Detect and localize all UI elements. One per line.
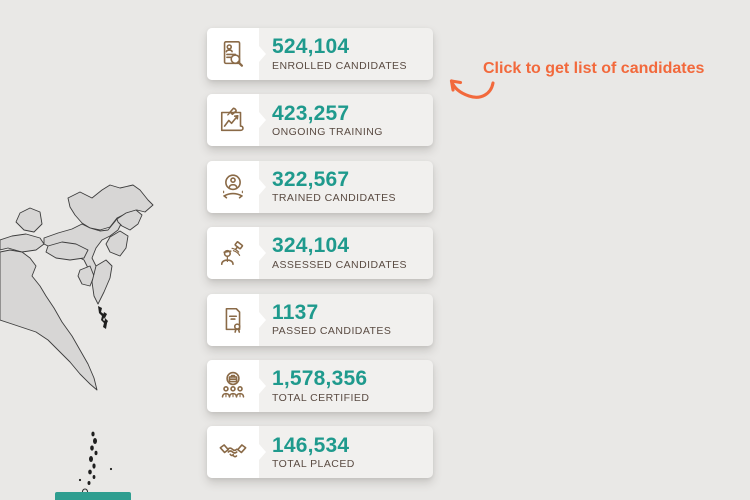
card-text: 1,578,356 TOTAL CERTIFIED bbox=[259, 360, 433, 412]
island bbox=[87, 481, 91, 485]
enrolled-document-search-icon bbox=[223, 41, 244, 67]
stat-label: TOTAL CERTIFIED bbox=[272, 391, 370, 404]
island bbox=[92, 475, 96, 479]
assessed-person-stamp-icon bbox=[220, 241, 244, 266]
stat-card-placed[interactable]: 146,534 TOTAL PLACED bbox=[207, 426, 433, 479]
stat-value: 322,567 bbox=[272, 168, 350, 192]
state-region[interactable] bbox=[0, 249, 98, 391]
stat-value: 423,257 bbox=[272, 101, 350, 125]
state-region[interactable] bbox=[116, 209, 143, 231]
island bbox=[93, 438, 97, 444]
stat-card-ongoing-training[interactable]: 423,257 ONGOING TRAINING bbox=[207, 94, 433, 147]
state-region[interactable] bbox=[15, 207, 43, 233]
stat-label: PASSED CANDIDATES bbox=[272, 325, 392, 338]
card-text: 146,534 TOTAL PLACED bbox=[259, 426, 433, 478]
island bbox=[89, 456, 93, 462]
state-region[interactable] bbox=[105, 230, 129, 257]
icon-box bbox=[207, 227, 259, 280]
island bbox=[92, 463, 96, 469]
curved-arrow-icon bbox=[449, 79, 495, 99]
delta-marks bbox=[98, 306, 107, 329]
stat-label: ASSESSED CANDIDATES bbox=[272, 258, 407, 271]
icon-box bbox=[207, 426, 259, 479]
trained-person-hand-icon bbox=[223, 174, 243, 199]
stat-card-enrolled[interactable]: 524,104 ENROLLED CANDIDATES bbox=[207, 28, 433, 80]
island bbox=[94, 450, 98, 456]
stat-value: 524,104 bbox=[272, 35, 350, 59]
icon-box bbox=[207, 94, 259, 147]
stat-card-certified[interactable]: 1,578,356 TOTAL CERTIFIED bbox=[207, 359, 433, 412]
state-region[interactable] bbox=[0, 233, 45, 253]
training-chart-rocket-icon bbox=[220, 107, 244, 132]
icon-box bbox=[207, 293, 259, 346]
card-text: 322,567 TRAINED CANDIDATES bbox=[259, 161, 433, 213]
annotation-text: Click to get list of candidates bbox=[483, 60, 705, 77]
island bbox=[88, 469, 92, 475]
island bbox=[109, 467, 113, 471]
state-region[interactable] bbox=[67, 184, 154, 231]
island bbox=[78, 478, 82, 482]
stat-label: TRAINED CANDIDATES bbox=[272, 192, 396, 205]
placed-handshake-icon bbox=[219, 444, 247, 458]
stat-label: TOTAL PLACED bbox=[272, 458, 355, 471]
stat-value: 146,534 bbox=[272, 433, 350, 457]
state-region[interactable] bbox=[77, 265, 95, 287]
card-text: 324,104 ASSESSED CANDIDATES bbox=[259, 227, 433, 279]
legend-bar bbox=[55, 492, 131, 500]
card-text: 524,104 ENROLLED CANDIDATES bbox=[259, 28, 433, 80]
delta-marks bbox=[103, 312, 108, 325]
island bbox=[91, 431, 95, 437]
stat-card-trained[interactable]: 322,567 TRAINED CANDIDATES bbox=[207, 160, 433, 213]
icon-box bbox=[207, 160, 259, 213]
icon-box bbox=[207, 359, 259, 412]
stat-value: 324,104 bbox=[272, 234, 350, 258]
state-region[interactable] bbox=[91, 259, 113, 305]
stat-value: 1,578,356 bbox=[272, 367, 368, 391]
island bbox=[90, 445, 94, 451]
card-text: 1137 PASSED CANDIDATES bbox=[259, 294, 433, 346]
stats-panel: 524,104 ENROLLED CANDIDATES 423,257 ONGO… bbox=[207, 28, 433, 479]
stat-label: ENROLLED CANDIDATES bbox=[272, 59, 407, 72]
certified-briefcase-people-icon bbox=[221, 371, 245, 398]
stat-value: 1137 bbox=[272, 300, 319, 324]
card-text: 423,257 ONGOING TRAINING bbox=[259, 94, 433, 146]
passed-certificate-icon bbox=[225, 307, 241, 333]
stat-card-passed[interactable]: 1137 PASSED CANDIDATES bbox=[207, 293, 433, 346]
stat-card-assessed[interactable]: 324,104 ASSESSED CANDIDATES bbox=[207, 227, 433, 280]
state-region[interactable] bbox=[45, 241, 89, 261]
icon-box bbox=[207, 28, 259, 80]
stat-label: ONGOING TRAINING bbox=[272, 126, 383, 139]
